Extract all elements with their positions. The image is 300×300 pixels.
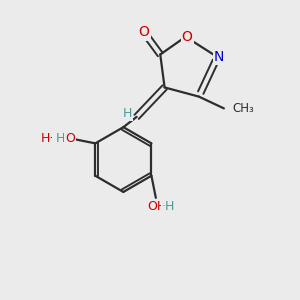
- Text: ·H: ·H: [161, 200, 175, 213]
- Text: H: H: [123, 107, 133, 120]
- Text: O: O: [65, 133, 75, 146]
- Text: H·O: H·O: [41, 133, 64, 146]
- Text: O: O: [139, 26, 149, 39]
- Text: CH₃: CH₃: [233, 102, 254, 115]
- Text: OH: OH: [148, 200, 167, 213]
- Text: OH: OH: [148, 200, 167, 213]
- Text: N: N: [214, 50, 224, 64]
- Text: O: O: [182, 30, 193, 44]
- Text: H: H: [55, 133, 65, 146]
